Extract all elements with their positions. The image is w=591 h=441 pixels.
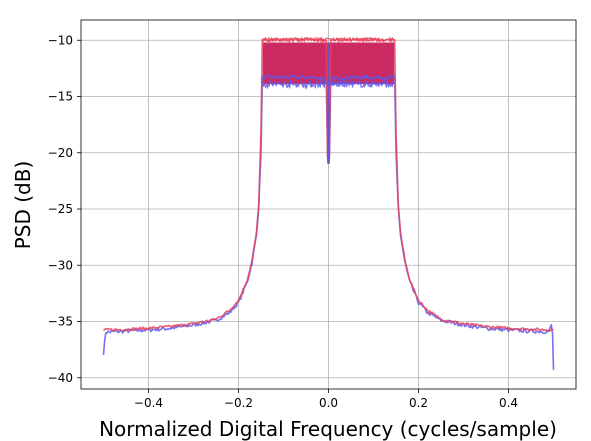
y-tick-label: −20 xyxy=(48,146,73,160)
y-tick-label: −40 xyxy=(48,371,73,385)
y-tick-label: −15 xyxy=(48,90,73,104)
x-axis-label: Normalized Digital Frequency (cycles/sam… xyxy=(99,417,557,441)
x-tick-label: −0.2 xyxy=(224,396,253,410)
y-tick-label: −10 xyxy=(48,33,73,47)
axis-ticks: −0.4 −0.2 0.0 0.2 0.4 −10 −15 −20 −25 −30 −35 −40 xyxy=(48,33,518,410)
passband-top-trace xyxy=(262,36,395,44)
x-tick-label: 0.2 xyxy=(409,396,428,410)
x-tick-label: 0.0 xyxy=(319,396,338,410)
y-tick-label: −30 xyxy=(48,258,73,272)
y-tick-label: −35 xyxy=(48,315,73,329)
data-layer xyxy=(102,36,555,370)
x-tick-label: −0.4 xyxy=(134,396,163,410)
x-tick-label: 0.4 xyxy=(499,396,518,410)
y-axis-label: PSD (dB) xyxy=(11,161,35,250)
y-tick-label: −25 xyxy=(48,202,73,216)
